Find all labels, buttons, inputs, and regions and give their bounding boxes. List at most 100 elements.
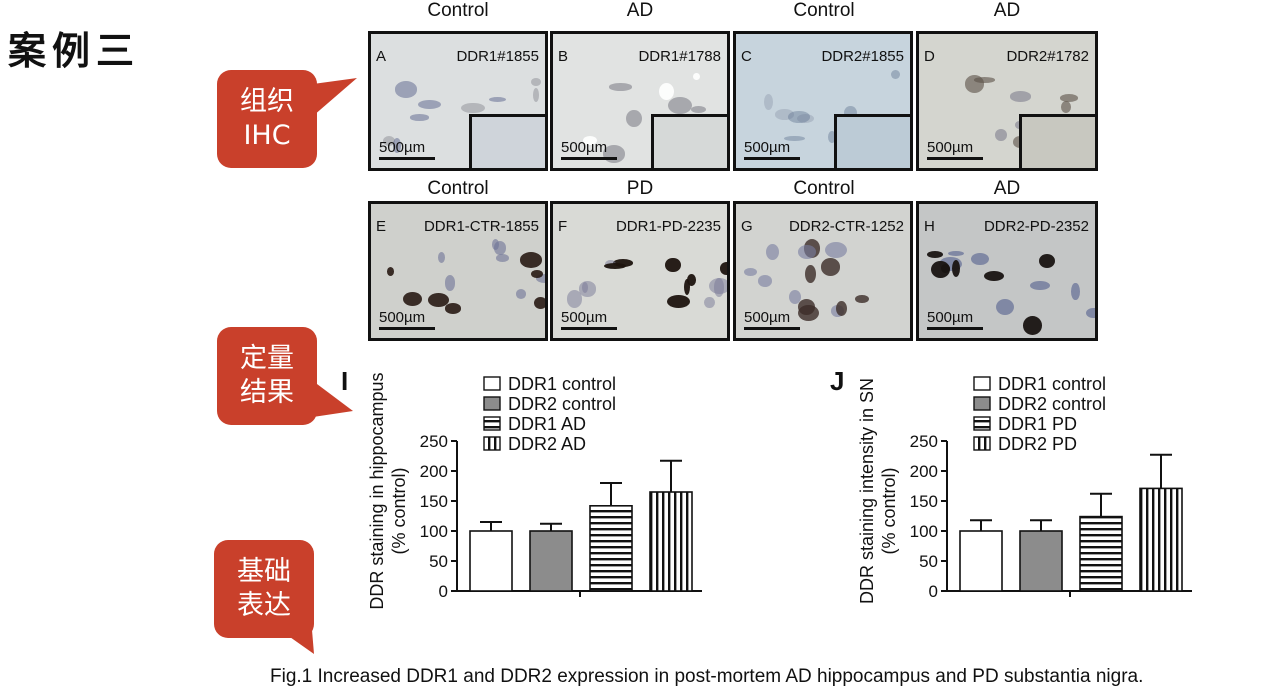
panel-letter: H: [924, 218, 935, 235]
stained-cell: [492, 239, 500, 250]
y-tick-label: 250: [420, 432, 448, 451]
micrograph-panel-b: B DDR1#1788 500µm: [550, 31, 730, 171]
figure-caption: Fig.1 Increased DDR1 and DDR2 expression…: [270, 666, 1144, 687]
row2-label: AD: [993, 178, 1021, 199]
scale-label: 500µm: [379, 309, 426, 326]
stained-cell: [665, 258, 681, 272]
stained-cell: [798, 245, 816, 259]
legend-label: DDR2 control: [998, 394, 1106, 414]
stained-cell: [387, 267, 395, 276]
panel-code: DDR1#1855: [456, 48, 539, 65]
y-tick-label: 200: [910, 462, 938, 481]
inset-box: [651, 114, 727, 168]
stained-cell: [763, 93, 774, 110]
scale-label: 500µm: [744, 309, 791, 326]
stained-cell: [805, 264, 817, 284]
stained-cell: [519, 252, 543, 268]
row1-label: Control: [793, 0, 855, 21]
stained-cell: [835, 300, 847, 317]
scale-bar: [744, 157, 800, 160]
stained-cell: [603, 262, 626, 269]
legend-swatch: [973, 416, 991, 431]
scale-label: 500µm: [379, 139, 426, 156]
stained-cell: [796, 113, 815, 124]
y-tick-label: 150: [420, 492, 448, 511]
y-axis-label: (% control): [879, 467, 899, 554]
stained-cell: [667, 294, 691, 308]
callout-quant-line2: 结果: [240, 377, 294, 408]
stained-cell: [951, 259, 961, 278]
stained-cell: [581, 282, 588, 294]
stained-cell: [692, 72, 701, 81]
bar-ddr1-ad: [589, 505, 633, 592]
row1-label: AD: [626, 0, 654, 21]
y-axis-label: (% control): [389, 467, 409, 554]
stained-cell: [686, 273, 697, 286]
stained-cell: [428, 293, 450, 307]
stained-cell: [927, 251, 943, 258]
stained-cell: [583, 135, 598, 145]
scale-bar: [927, 327, 983, 330]
legend-swatch: [973, 376, 991, 391]
micrograph-panel-d: D DDR2#1782 500µm: [916, 31, 1098, 171]
stained-cell: [983, 270, 1004, 282]
panel-letter: C: [741, 48, 752, 65]
stained-cell: [496, 254, 510, 263]
stained-cell: [947, 251, 965, 257]
y-tick-label: 0: [929, 582, 938, 601]
section-heading: 案例三: [8, 28, 141, 73]
scale-label: 500µm: [927, 139, 974, 156]
stained-cell: [704, 297, 716, 309]
bar-chart-hippocampus: 0 50 100 150 200 250 DDR staining in hippocamp…: [367, 372, 702, 610]
panel-letter: F: [558, 218, 568, 235]
bar-ddr2-ad: [649, 491, 693, 592]
stained-cell: [531, 270, 544, 279]
stained-cell: [609, 83, 632, 91]
callout-ihc: 组织 IHC: [217, 70, 357, 168]
stained-cell: [461, 102, 485, 114]
stained-cell: [783, 135, 805, 142]
y-tick-label: 50: [919, 552, 938, 571]
legend-label: DDR1 control: [508, 374, 616, 394]
panel-letter: D: [924, 48, 935, 65]
row2-label: Control: [427, 178, 489, 199]
stained-cell: [1071, 282, 1080, 301]
panel-code: DDR1-CTR-1855: [423, 218, 539, 235]
micrograph-panel-g: G DDR2-CTR-1252 500µm: [733, 201, 913, 341]
stained-cell: [891, 69, 901, 80]
micrograph-panel-e: E DDR1-CTR-1855 500µm: [368, 201, 548, 341]
stained-cell: [941, 264, 951, 274]
panel-code: DDR1-PD-2235: [615, 218, 721, 235]
stained-cell: [566, 289, 583, 308]
micrograph-panel-h: H DDR2-PD-2352 500µm: [916, 201, 1098, 341]
legend-label: DDR2 PD: [998, 434, 1077, 454]
legend-swatch: [483, 376, 501, 391]
stained-cell: [488, 96, 507, 103]
y-tick-label: 100: [910, 522, 938, 541]
inset-box: [1019, 114, 1095, 168]
row2-label: Control: [793, 178, 855, 199]
inset-box: [469, 114, 545, 168]
callout-ihc-line1: 组织: [240, 86, 294, 117]
stained-cell: [1086, 308, 1095, 319]
scale-label: 500µm: [744, 139, 791, 156]
stained-cell: [392, 137, 402, 153]
stained-cell: [788, 111, 810, 123]
callout-quant-line1: 定量: [240, 343, 294, 374]
stained-cell: [824, 242, 847, 259]
legend-swatch: [483, 416, 501, 431]
legend-label: DDR2 control: [508, 394, 616, 414]
bar-ddr1-pd: [1079, 515, 1123, 592]
stained-cell: [535, 273, 545, 283]
stained-cell: [382, 136, 395, 147]
callout-pointer: [313, 78, 357, 116]
stained-cell: [403, 292, 423, 307]
panel-code: DDR2-PD-2352: [983, 218, 1089, 235]
callout-basal: 基础 表达: [214, 540, 314, 654]
y-tick-label: 200: [420, 462, 448, 481]
inset-box: [834, 114, 910, 168]
panel-letter: G: [741, 218, 753, 235]
stained-cell: [971, 252, 990, 266]
stained-cell: [719, 262, 727, 275]
scale-bar: [379, 327, 435, 330]
